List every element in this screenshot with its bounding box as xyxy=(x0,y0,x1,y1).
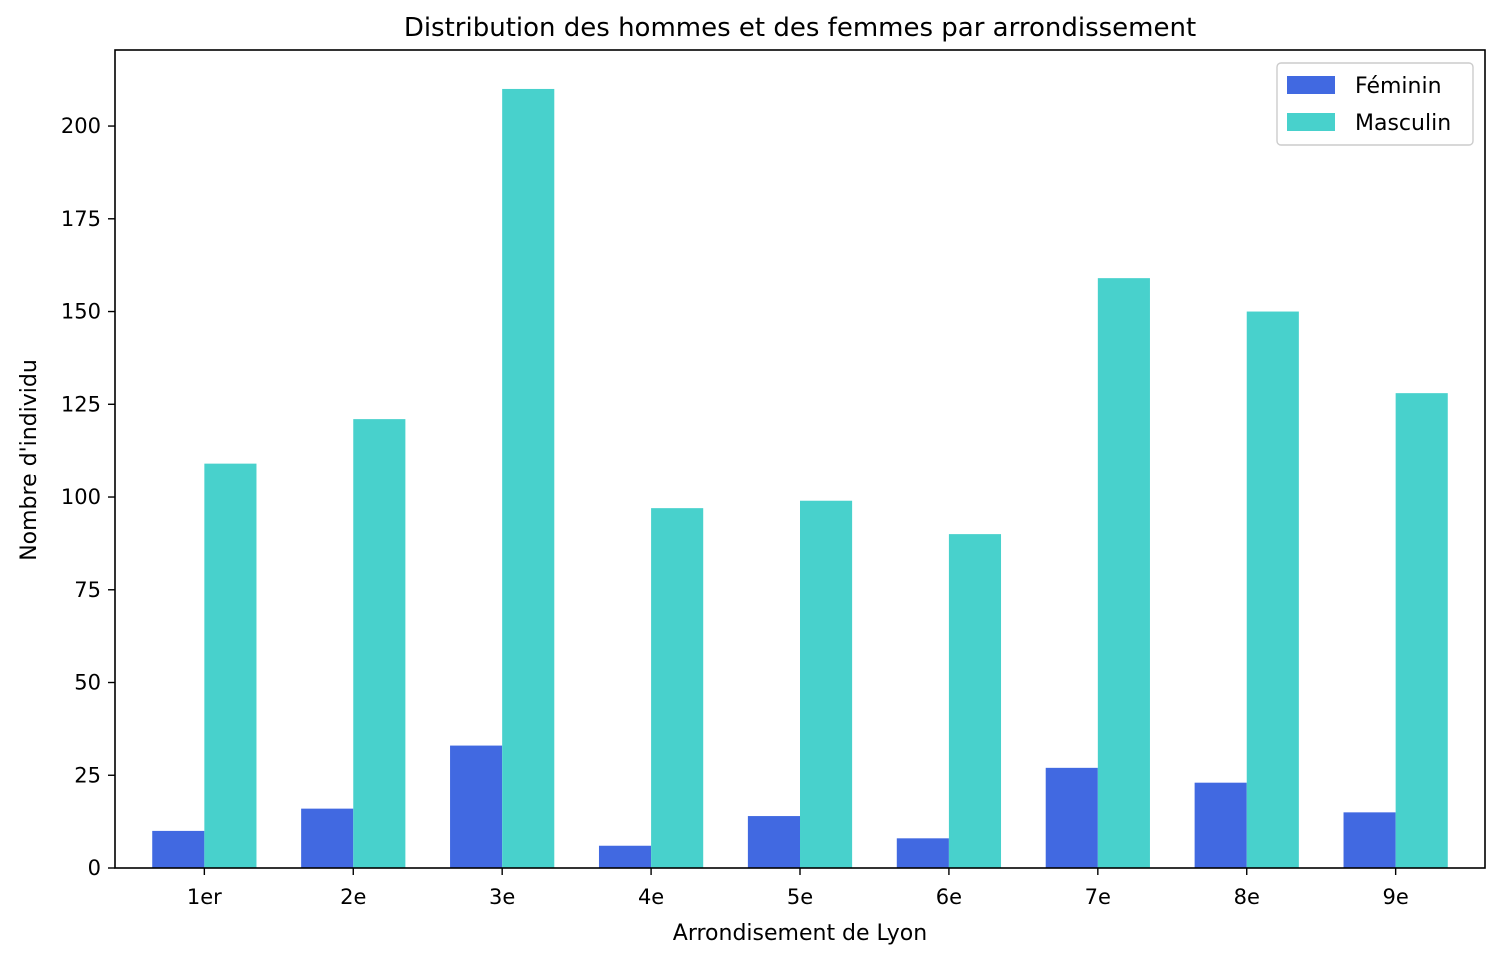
bar-masculin-3e xyxy=(502,88,555,868)
y-axis-title: Nombre d'individu xyxy=(17,359,42,561)
bar-masculin-4e xyxy=(651,508,704,868)
x-axis-title: Arrondisement de Lyon xyxy=(673,921,927,946)
y-tick-label: 175 xyxy=(61,207,101,231)
bars-layer xyxy=(152,88,1448,868)
bar-feminin-9e xyxy=(1343,812,1396,868)
bar-feminin-4e xyxy=(598,845,652,868)
bar-masculin-5e xyxy=(800,500,853,868)
x-tick-label: 6e xyxy=(936,885,962,909)
bar-feminin-3e xyxy=(450,745,503,868)
bar-masculin-2e xyxy=(353,419,406,868)
x-tick-label: 9e xyxy=(1383,885,1409,909)
x-tick-label: 8e xyxy=(1234,885,1260,909)
legend: Féminin Masculin xyxy=(1276,62,1474,146)
bar-masculin-9e xyxy=(1395,393,1448,868)
legend-label-feminin: Féminin xyxy=(1355,74,1442,99)
x-tick-label: 5e xyxy=(787,885,813,909)
bar-feminin-5e xyxy=(747,816,800,868)
x-tick-label: 1er xyxy=(187,885,222,909)
legend-label-masculin: Masculin xyxy=(1355,111,1451,136)
y-tick-label: 125 xyxy=(61,392,101,416)
ticks-layer: 1er 2e 3e 4e 5e 6e 7e 8e 9e 0 25 50 75 100 125 150 175 20… xyxy=(61,114,1409,909)
chart-title: Distribution des hommes et des femmes pa… xyxy=(404,13,1196,43)
y-tick-label: 100 xyxy=(61,485,101,509)
bar-masculin-8e xyxy=(1246,311,1299,868)
y-tick-label: 50 xyxy=(74,671,101,695)
x-tick-label: 4e xyxy=(638,885,664,909)
bar-masculin-7e xyxy=(1097,278,1150,868)
legend-swatch-feminin xyxy=(1287,76,1335,94)
y-tick-label: 75 xyxy=(74,578,101,602)
bar-masculin-6e xyxy=(948,534,1002,868)
bar-feminin-1er xyxy=(152,830,205,868)
y-tick-label: 25 xyxy=(74,763,101,787)
y-tick-label: 0 xyxy=(88,856,101,880)
bar-masculin-1er xyxy=(204,463,257,868)
bar-feminin-2e xyxy=(301,808,354,868)
x-tick-label: 7e xyxy=(1085,885,1111,909)
x-tick-label: 2e xyxy=(340,885,366,909)
x-tick-label: 3e xyxy=(489,885,515,909)
bar-feminin-7e xyxy=(1045,767,1098,868)
y-tick-label: 150 xyxy=(61,300,101,324)
bar-feminin-6e xyxy=(896,838,949,868)
legend-swatch-masculin xyxy=(1287,113,1335,131)
bar-feminin-8e xyxy=(1194,782,1247,868)
y-tick-label: 200 xyxy=(61,114,101,138)
